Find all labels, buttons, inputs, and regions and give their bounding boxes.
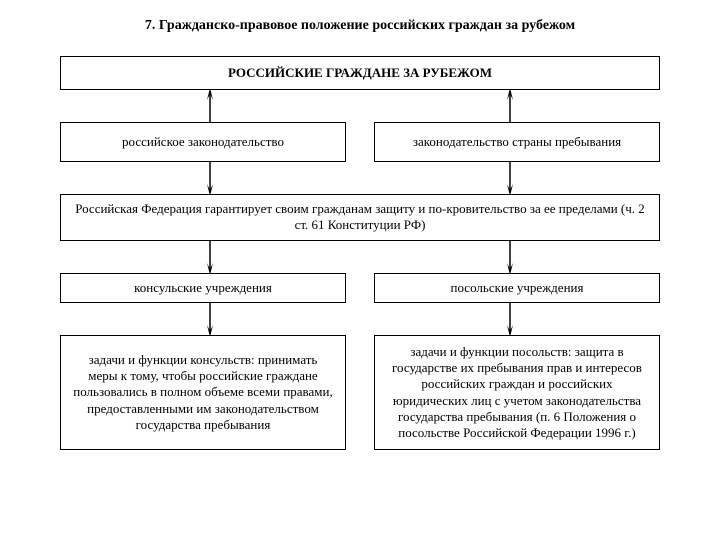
consular-text: консульские учреждения [134, 280, 272, 296]
consular-tasks-box: задачи и функции консульств: принимать м… [60, 335, 346, 451]
consular-box: консульские учреждения [60, 273, 346, 303]
institutions-row: консульские учреждения посольские учрежд… [60, 273, 660, 303]
guarantee-box: Российская Федерация гарантирует своим г… [60, 194, 660, 241]
embassy-text: посольские учреждения [451, 280, 584, 296]
consular-tasks-text: задачи и функции консульств: принимать м… [73, 352, 333, 433]
right-law-box: законодательство страны пребывания [374, 122, 660, 162]
arrows-down-to-institutions [60, 241, 660, 273]
embassy-tasks-box: задачи и функции посольств: защита в гос… [374, 335, 660, 451]
left-law-text: российское законодательство [122, 134, 284, 150]
left-law-box: российское законодательство [60, 122, 346, 162]
arrows-down-to-guarantee [60, 162, 660, 194]
embassy-tasks-text: задачи и функции посольств: защита в гос… [387, 344, 647, 442]
page-title: 7. Гражданско-правовое положение российс… [60, 18, 660, 34]
law-row: российское законодательство законодатель… [60, 122, 660, 162]
header-text: РОССИЙСКИЕ ГРАЖДАНЕ ЗА РУБЕЖОМ [228, 65, 492, 81]
tasks-row: задачи и функции консульств: принимать м… [60, 335, 660, 451]
arrows-down-to-tasks [60, 303, 660, 335]
header-box: РОССИЙСКИЕ ГРАЖДАНЕ ЗА РУБЕЖОМ [60, 56, 660, 90]
right-law-text: законодательство страны пребывания [413, 134, 621, 150]
embassy-box: посольские учреждения [374, 273, 660, 303]
arrows-up-to-header [60, 90, 660, 122]
guarantee-text: Российская Федерация гарантирует своим г… [71, 201, 649, 234]
